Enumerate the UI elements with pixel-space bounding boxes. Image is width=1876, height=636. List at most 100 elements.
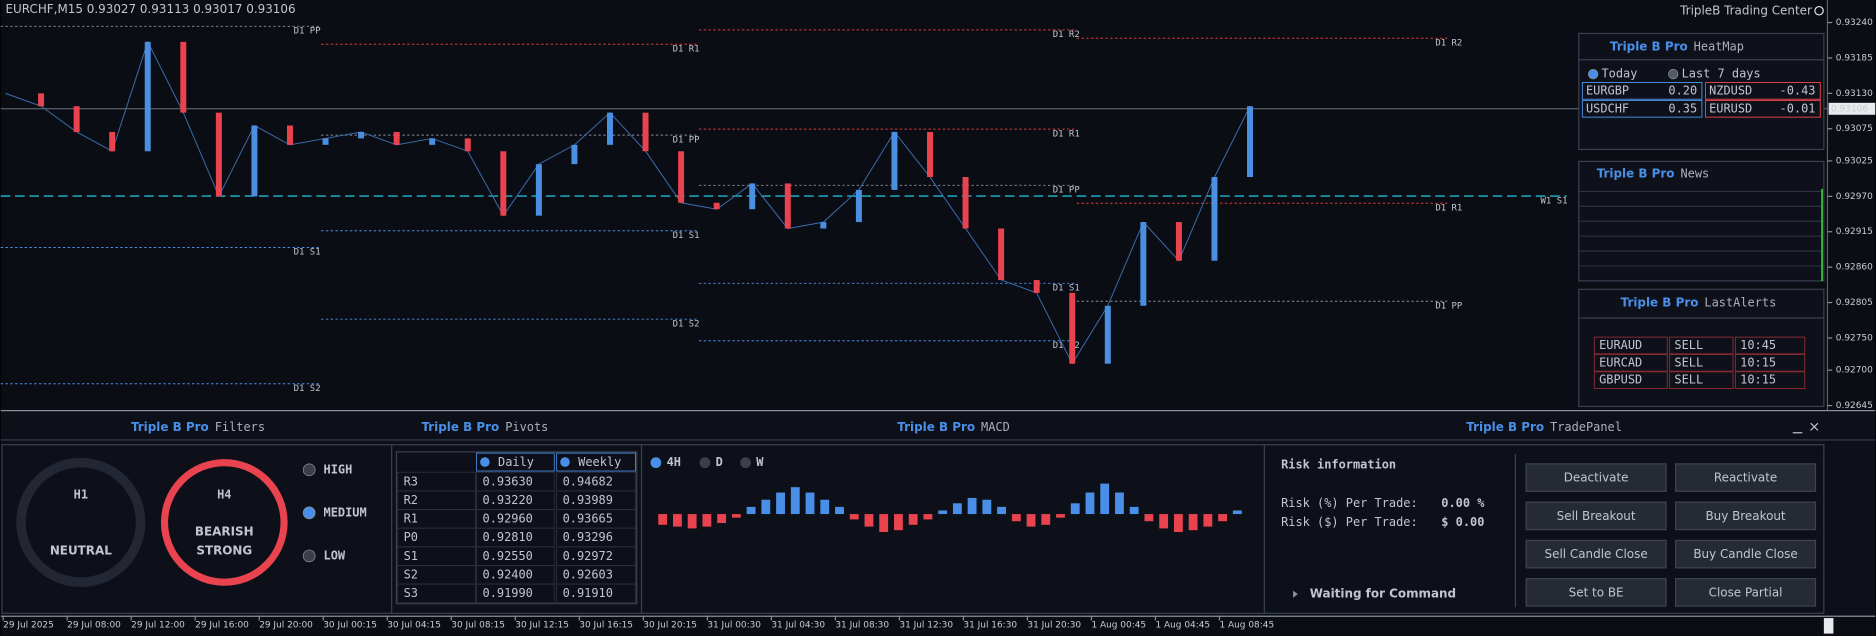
pivot-label: D1 S2: [294, 384, 321, 394]
y-tick-label: 0.92750: [1836, 333, 1873, 343]
risk-value: 0.00 %: [1441, 496, 1485, 510]
heatmap-option: Today: [1601, 67, 1637, 81]
macd-bar: [982, 499, 992, 515]
x-tick-label: 31 Jul 12:30: [899, 621, 953, 631]
radio[interactable]: [650, 457, 662, 469]
button[interactable]: Sell Candle Close: [1525, 539, 1667, 569]
alert-text: 10:15: [1740, 355, 1776, 369]
brand: Triple B Pro: [1610, 39, 1688, 53]
risk-title: Risk information: [1281, 458, 1396, 472]
macd-bar: [805, 492, 815, 515]
button[interactable]: Deactivate: [1525, 463, 1667, 492]
heatmap-value: -0.43: [1780, 83, 1816, 97]
pivot-label: D1 S1: [673, 231, 700, 241]
button[interactable]: Buy Candle Close: [1675, 539, 1817, 569]
candle: [927, 131, 933, 178]
macd-bar: [967, 497, 977, 515]
pivot-value: 0.93989: [563, 493, 613, 507]
macd-bar: [879, 514, 889, 532]
candle: [535, 164, 542, 216]
macd-bar: [702, 514, 712, 527]
close-icon[interactable]: [1810, 422, 1819, 431]
pivot-cell: [397, 583, 476, 604]
macd-bar: [864, 514, 874, 527]
macd-bar: [687, 514, 697, 529]
pivot-value: 0.92550: [483, 549, 533, 563]
button-label: Set to BE: [1569, 585, 1624, 599]
candle: [429, 138, 436, 145]
macd-bar: [894, 514, 903, 531]
filter-level: LOW: [324, 548, 346, 562]
x-tick-label: 31 Jul 08:30: [835, 621, 889, 631]
macd-bar: [849, 514, 859, 520]
macd-bar: [1026, 514, 1036, 527]
macd-bar: [1070, 503, 1080, 515]
candle: [820, 222, 827, 229]
button-face: [1675, 539, 1817, 569]
button[interactable]: Reactivate: [1675, 463, 1817, 492]
x-tick-label: 29 Jul 16:00: [195, 621, 249, 631]
radio[interactable]: [560, 457, 570, 467]
button[interactable]: Set to BE: [1525, 578, 1667, 607]
x-tick-label: 29 Jul 20:00: [259, 621, 313, 631]
risk-value: $ 0.00: [1441, 515, 1484, 529]
candle: [215, 112, 222, 197]
x-tick-label: 31 Jul 04:30: [771, 621, 825, 631]
radio[interactable]: [302, 506, 316, 520]
panel-title: Triple B Pro News: [1597, 166, 1710, 180]
panel-title: Triple B Pro Pivots: [421, 419, 548, 433]
brand: Triple B Pro: [897, 419, 975, 433]
panel-title: Triple B Pro MACD: [897, 419, 1010, 433]
y-tick-label: 0.93130: [1836, 89, 1873, 99]
pivot-table: [395, 451, 638, 605]
x-tick-label: 29 Jul 2025: [3, 621, 54, 631]
button-face: [1525, 463, 1667, 492]
candle: [1211, 177, 1218, 261]
radio[interactable]: [480, 457, 490, 467]
button-label: Sell Breakout: [1557, 509, 1636, 523]
candle: [358, 131, 365, 139]
alert-cell: [1669, 353, 1734, 372]
radio[interactable]: [1668, 68, 1679, 80]
pivot-label: D1 S2: [673, 319, 700, 329]
radio[interactable]: [699, 457, 711, 469]
gauge-timeframe: H4: [217, 487, 231, 501]
pivot-value: S2: [404, 568, 418, 582]
alert-text: 10:15: [1740, 373, 1776, 387]
panel-title: Triple B Pro HeatMap: [1610, 39, 1744, 53]
pivot-value: 0.92400: [483, 568, 533, 582]
button[interactable]: Sell Breakout: [1525, 501, 1667, 531]
brand: Triple B Pro: [1621, 295, 1699, 309]
alert-cell: [1593, 371, 1668, 390]
button[interactable]: Close Partial: [1675, 578, 1817, 607]
radio[interactable]: [302, 549, 316, 563]
candle: [1104, 305, 1111, 364]
macd-bar: [1041, 514, 1051, 525]
heatmap-cell: [1705, 82, 1821, 100]
heatmap-pair: EURUSD: [1709, 101, 1752, 115]
macd-bar: [908, 514, 918, 525]
pivot-label: D1 R1: [1435, 204, 1462, 214]
alert-cell: [1734, 336, 1806, 355]
candle: [393, 131, 400, 145]
y-tick-label: 0.93185: [1836, 53, 1873, 63]
radio[interactable]: [740, 457, 751, 469]
panel-title: Triple B Pro TradePanel: [1466, 419, 1622, 433]
radio[interactable]: [1587, 68, 1599, 80]
macd-bar: [761, 499, 771, 515]
candle: [1069, 292, 1076, 364]
x-tick-label: 30 Jul 16:15: [579, 621, 633, 631]
pivot-label: D1 R1: [1053, 129, 1080, 139]
pivot-value: P0: [404, 530, 418, 544]
button-face: [1525, 578, 1667, 607]
button[interactable]: Buy Breakout: [1675, 501, 1817, 531]
button-face: [1525, 501, 1667, 531]
alert-text: EURCAD: [1599, 355, 1642, 369]
panel-name: Filters: [215, 419, 265, 433]
radio[interactable]: [302, 463, 316, 477]
candle: [73, 106, 80, 132]
candle: [1247, 106, 1254, 178]
pivot-column: Daily: [498, 455, 534, 469]
macd-bar: [1056, 514, 1065, 518]
